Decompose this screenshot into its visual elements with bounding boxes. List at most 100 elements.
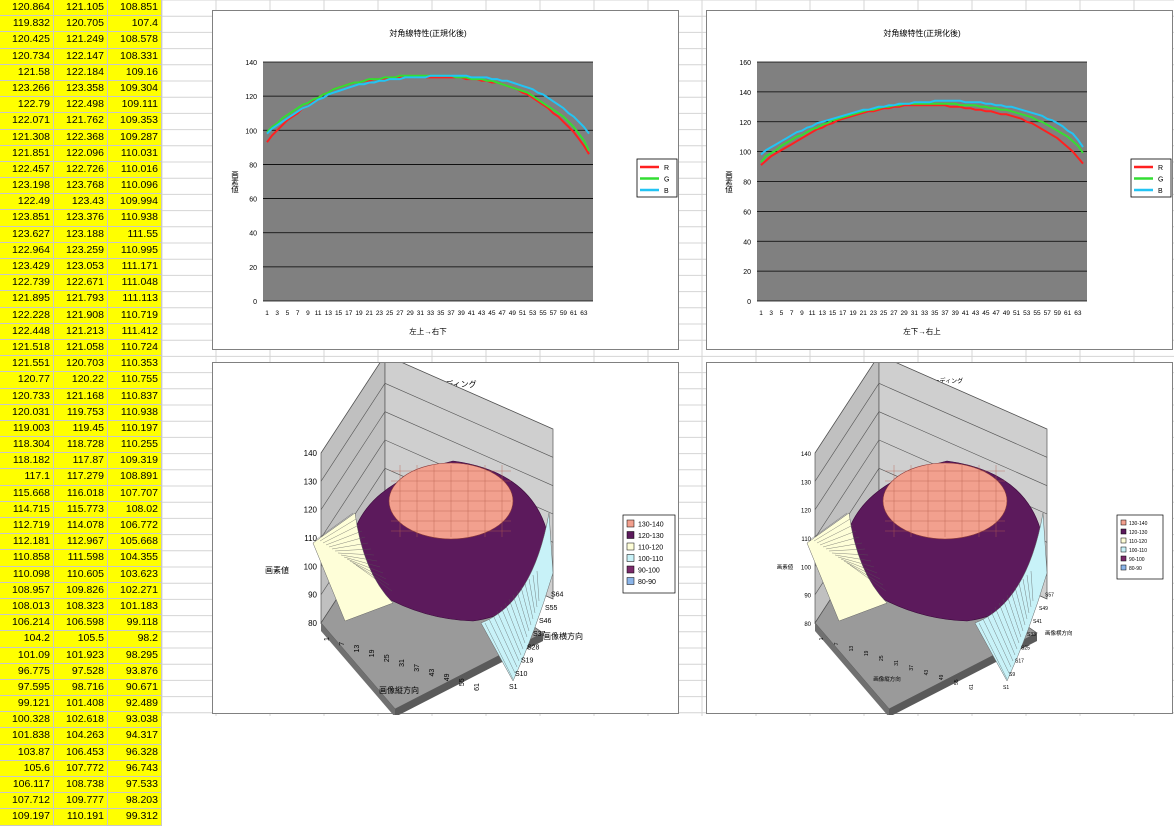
table-cell[interactable]: 94.317 [108,728,162,745]
table-cell[interactable]: 116.018 [54,485,108,502]
table-cell[interactable]: 120.864 [0,0,54,17]
table-cell[interactable]: 103.623 [108,566,162,583]
table-cell[interactable]: 122.739 [0,275,54,292]
table-cell[interactable]: 123.266 [0,80,54,98]
table-cell[interactable]: 99.118 [108,615,162,632]
table-cell[interactable]: 107.4 [108,16,162,33]
table-cell[interactable]: 110.938 [108,210,162,227]
table-cell[interactable]: 121.518 [0,339,54,357]
table-cell[interactable]: 121.168 [54,388,108,405]
table-cell[interactable]: 98.203 [108,793,162,810]
table-cell[interactable]: 98.2 [108,631,162,648]
table-cell[interactable]: 105.5 [54,631,108,648]
table-cell[interactable]: 96.328 [108,744,162,761]
table-cell[interactable]: 110.098 [0,566,54,583]
table-cell[interactable]: 108.891 [108,469,162,486]
table-cell[interactable]: 110.353 [108,356,162,373]
table-cell[interactable]: 120.22 [54,372,108,389]
table-cell[interactable]: 121.762 [54,113,108,130]
line-chart-diagonal-2[interactable]: 対角線特性(正規化後) 0 20 40 60 80 100 120 140 160 1 3 5 7 9 11 1… [706,10,1173,350]
table-cell[interactable]: 110.719 [108,307,162,324]
table-cell[interactable]: 121.908 [54,307,108,324]
table-cell[interactable]: 122.671 [54,275,108,292]
table-cell[interactable]: 99.312 [108,809,162,826]
table-cell[interactable]: 109.16 [108,64,162,81]
table-cell[interactable]: 110.605 [54,566,108,583]
table-cell[interactable]: 114.078 [54,518,108,535]
table-cell[interactable]: 106.117 [0,777,54,794]
table-cell[interactable]: 120.733 [0,388,54,405]
table-cell[interactable]: 110.724 [108,339,162,357]
table-cell[interactable]: 107.772 [54,760,108,777]
table-cell[interactable]: 106.214 [0,615,54,632]
table-cell[interactable]: 117.87 [54,453,108,470]
table-cell[interactable]: 97.533 [108,777,162,794]
table-cell[interactable]: 110.755 [108,372,162,389]
table-cell[interactable]: 123.259 [54,242,108,259]
table-cell[interactable]: 97.595 [0,679,54,697]
table-cell[interactable]: 96.775 [0,663,54,680]
table-cell[interactable]: 123.358 [54,80,108,98]
table-cell[interactable]: 110.031 [108,145,162,162]
table-cell[interactable]: 121.793 [54,291,108,308]
table-cell[interactable]: 123.376 [54,210,108,227]
table-cell[interactable]: 104.263 [54,728,108,745]
table-cell[interactable]: 114.715 [0,501,54,518]
table-cell[interactable]: 109.353 [108,113,162,130]
table-cell[interactable]: 122.228 [0,307,54,324]
table-cell[interactable]: 102.618 [54,712,108,729]
table-cell[interactable]: 109.319 [108,453,162,470]
table-cell[interactable]: 108.957 [0,582,54,599]
table-cell[interactable]: 122.147 [54,48,108,65]
table-cell[interactable]: 121.308 [0,129,54,146]
table-cell[interactable]: 110.016 [108,161,162,179]
table-cell[interactable]: 122.448 [0,323,54,340]
table-cell[interactable]: 119.45 [54,420,108,438]
table-cell[interactable]: 110.858 [0,550,54,567]
table-cell[interactable]: 121.851 [0,145,54,162]
table-cell[interactable]: 110.837 [108,388,162,405]
table-cell[interactable]: 121.213 [54,323,108,340]
table-cell[interactable]: 122.457 [0,161,54,179]
table-cell[interactable]: 93.038 [108,712,162,729]
table-cell[interactable]: 111.598 [54,550,108,567]
table-cell[interactable]: 110.096 [108,178,162,195]
table-cell[interactable]: 117.279 [54,469,108,486]
table-cell[interactable]: 106.598 [54,615,108,632]
table-cell[interactable]: 123.053 [54,259,108,276]
line-chart-diagonal-1[interactable]: 対角線特性(正規化後) 0 20 40 60 80 100 120 140 1 3 5 7 9 11 13 15… [212,10,679,350]
table-cell[interactable]: 110.938 [108,404,162,421]
table-cell[interactable]: 104.355 [108,550,162,567]
table-cell[interactable]: 118.304 [0,437,54,454]
table-cell[interactable]: 120.031 [0,404,54,421]
table-cell[interactable]: 108.738 [54,777,108,794]
table-cell[interactable]: 107.707 [108,485,162,502]
table-cell[interactable]: 109.777 [54,793,108,810]
table-cell[interactable]: 109.111 [108,97,162,114]
table-cell[interactable]: 111.171 [108,259,162,276]
table-cell[interactable]: 108.851 [108,0,162,17]
table-cell[interactable]: 120.703 [54,356,108,373]
table-cell[interactable]: 122.498 [54,97,108,114]
table-cell[interactable]: 101.09 [0,647,54,664]
table-cell[interactable]: 115.668 [0,485,54,502]
table-cell[interactable]: 107.712 [0,793,54,810]
table-cell[interactable]: 123.851 [0,210,54,227]
table-cell[interactable]: 123.627 [0,226,54,243]
table-cell[interactable]: 121.551 [0,356,54,373]
table-cell[interactable]: 103.87 [0,744,54,761]
surface-chart-r[interactable]: Rシェーディング8090100110120130140画素値1713192531… [212,353,679,717]
table-cell[interactable]: 111.113 [108,291,162,308]
table-cell[interactable]: 106.772 [108,518,162,535]
table-cell[interactable]: 120.705 [54,16,108,33]
table-cell[interactable]: 109.197 [0,809,54,826]
table-cell[interactable]: 108.323 [54,598,108,616]
table-cell[interactable]: 111.048 [108,275,162,292]
table-cell[interactable]: 105.6 [0,760,54,777]
table-cell[interactable]: 122.49 [0,194,54,211]
table-cell[interactable]: 122.071 [0,113,54,130]
table-cell[interactable]: 119.003 [0,420,54,438]
table-cell[interactable]: 108.013 [0,598,54,616]
table-cell[interactable]: 122.726 [54,161,108,179]
table-cell[interactable]: 123.198 [0,178,54,195]
